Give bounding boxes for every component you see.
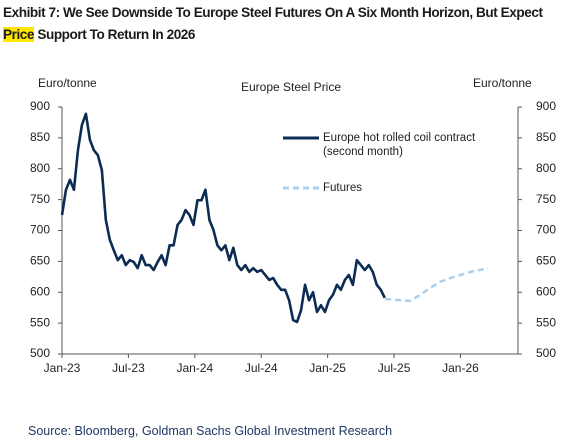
y2-tick-label: 700 [536, 223, 556, 237]
source-note: Source: Bloomberg, Goldman Sachs Global … [28, 424, 393, 438]
x-tick-label: Jan-26 [442, 361, 479, 375]
y2-tick-label: 500 [536, 346, 556, 360]
legend-label: Europe hot rolled coil contract (second … [323, 132, 476, 158]
y-tick-label: 700 [30, 223, 50, 237]
y-axis-label: Euro/tonne [38, 76, 97, 90]
y2-axis-label: Euro/tonne [473, 76, 532, 90]
legend-swatch [283, 136, 319, 140]
x-tick-label: Jan-23 [44, 361, 81, 375]
y2-tick-label: 650 [536, 254, 556, 268]
x-tick-label: Jul-23 [112, 361, 145, 375]
y2-tick-label: 750 [536, 192, 556, 206]
y-tick-label: 750 [30, 192, 50, 206]
chart-subtitle: Europe Steel Price [241, 80, 341, 94]
legend-label: Futures [323, 182, 362, 194]
x-tick-label: Jan-25 [309, 361, 346, 375]
legend-item: Europe hot rolled coil contract (second … [283, 131, 503, 159]
chart-title: Exhibit 7: We See Downside To Europe Ste… [3, 2, 563, 46]
y-tick-label: 650 [30, 254, 50, 268]
x-tick-label: Jan-24 [176, 361, 213, 375]
y-tick-label: 500 [30, 346, 50, 360]
series-line [385, 266, 489, 303]
y-tick-label: 550 [30, 315, 50, 329]
x-tick-label: Jul-25 [378, 361, 411, 375]
chart: Euro/tonne Euro/tonne Europe Steel Price… [30, 76, 556, 375]
title-highlight: Price [3, 27, 35, 42]
legend-item: Futures [283, 181, 503, 195]
x-tick-label: Jul-24 [245, 361, 278, 375]
title-part: Support To Return In 2026 [34, 27, 196, 42]
y-tick-label: 600 [30, 284, 50, 298]
y2-tick-label: 900 [536, 99, 556, 113]
title-part: Exhibit 7: We See Downside To Europe Ste… [3, 5, 543, 20]
y2-tick-label: 550 [536, 315, 556, 329]
y2-tick-label: 600 [536, 284, 556, 298]
y-tick-label: 850 [30, 130, 50, 144]
legend: Europe hot rolled coil contract (second … [283, 131, 503, 217]
series-line [60, 112, 386, 324]
y2-tick-label: 850 [536, 130, 556, 144]
y2-tick-label: 800 [536, 161, 556, 175]
y-tick-label: 800 [30, 161, 50, 175]
legend-swatch [283, 186, 319, 190]
y-tick-label: 900 [30, 99, 50, 113]
